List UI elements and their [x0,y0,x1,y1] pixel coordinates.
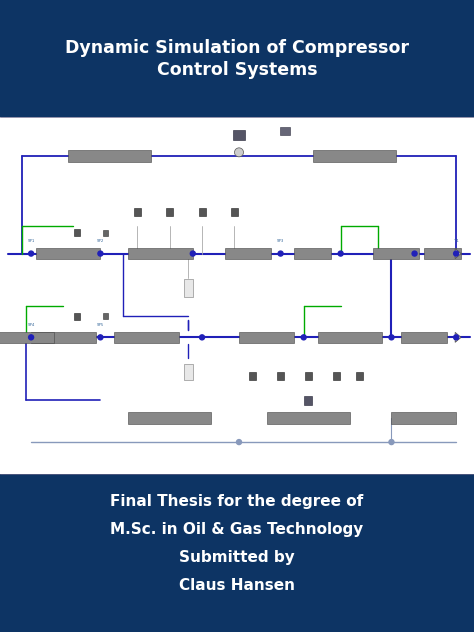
Bar [333,372,339,380]
Bar [102,229,108,236]
Bar [401,332,447,343]
Text: SP4: SP4 [27,323,35,327]
Bar [0,117,474,474]
Text: Claus Hansen: Claus Hansen [179,578,295,593]
Bar [0,332,54,343]
Bar [305,372,312,380]
Circle shape [190,251,195,256]
Circle shape [278,251,283,256]
Bar [424,248,461,259]
Circle shape [98,251,103,256]
Bar [0,0,474,117]
Bar [267,411,350,423]
Text: M.Sc. in Oil & Gas Technology: M.Sc. in Oil & Gas Technology [110,522,364,537]
Bar [199,208,206,216]
Text: Submitted by: Submitted by [179,550,295,565]
Text: Final Thesis for the degree of: Final Thesis for the degree of [110,494,364,509]
Bar [313,150,396,162]
Bar [225,248,271,259]
Bar [134,208,141,216]
Bar [128,248,193,259]
Bar [294,248,331,259]
Circle shape [28,335,34,340]
Bar [277,372,284,380]
Bar [392,411,456,423]
Circle shape [28,251,34,256]
Bar [74,229,80,236]
Bar [233,130,245,140]
Bar [184,279,192,298]
Circle shape [237,440,241,444]
Bar [102,313,108,319]
Circle shape [338,251,343,256]
Text: T1: T1 [454,240,458,243]
Bar [31,332,96,343]
Text: SP2: SP2 [97,240,104,243]
Circle shape [389,335,394,340]
Bar [74,313,80,320]
Bar [0,474,474,632]
Circle shape [412,251,417,256]
Circle shape [454,335,459,340]
Bar [318,332,382,343]
Bar [114,332,179,343]
Polygon shape [455,248,461,258]
Bar [304,396,312,404]
Circle shape [98,335,103,340]
Circle shape [235,148,244,157]
Polygon shape [455,332,461,343]
Text: Dynamic Simulation of Compressor: Dynamic Simulation of Compressor [65,39,409,58]
Bar [128,411,211,423]
Bar [280,128,290,135]
Bar [373,248,419,259]
Bar [184,364,192,380]
Bar [166,208,173,216]
Bar [239,332,294,343]
Circle shape [200,335,205,340]
Circle shape [389,440,394,444]
Circle shape [301,335,306,340]
Bar [231,208,238,216]
Circle shape [454,251,459,256]
Bar [249,372,256,380]
Text: Control Systems: Control Systems [157,61,317,80]
Text: SP1: SP1 [27,240,35,243]
Bar [356,372,363,380]
Text: SP3: SP3 [277,240,284,243]
Bar [68,150,151,162]
Bar [36,248,100,259]
Text: SP5: SP5 [97,323,104,327]
